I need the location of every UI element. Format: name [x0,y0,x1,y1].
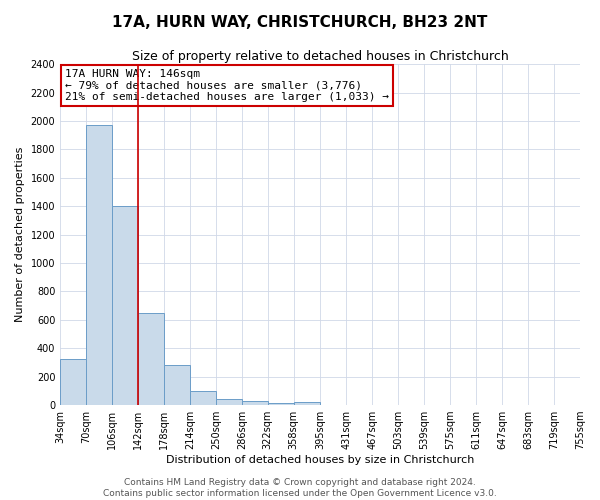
Bar [112,206,138,405]
Bar [164,366,190,405]
Bar [190,391,216,405]
Bar [294,402,320,405]
Y-axis label: Number of detached properties: Number of detached properties [15,147,25,322]
Bar [242,400,268,405]
X-axis label: Distribution of detached houses by size in Christchurch: Distribution of detached houses by size … [166,455,474,465]
Bar [86,124,112,405]
Text: 17A HURN WAY: 146sqm
← 79% of detached houses are smaller (3,776)
21% of semi-de: 17A HURN WAY: 146sqm ← 79% of detached h… [65,70,389,102]
Bar [60,359,86,405]
Bar [216,398,242,405]
Title: Size of property relative to detached houses in Christchurch: Size of property relative to detached ho… [132,50,508,63]
Text: Contains HM Land Registry data © Crown copyright and database right 2024.
Contai: Contains HM Land Registry data © Crown c… [103,478,497,498]
Text: 17A, HURN WAY, CHRISTCHURCH, BH23 2NT: 17A, HURN WAY, CHRISTCHURCH, BH23 2NT [112,15,488,30]
Bar [138,313,164,405]
Bar [268,402,294,405]
